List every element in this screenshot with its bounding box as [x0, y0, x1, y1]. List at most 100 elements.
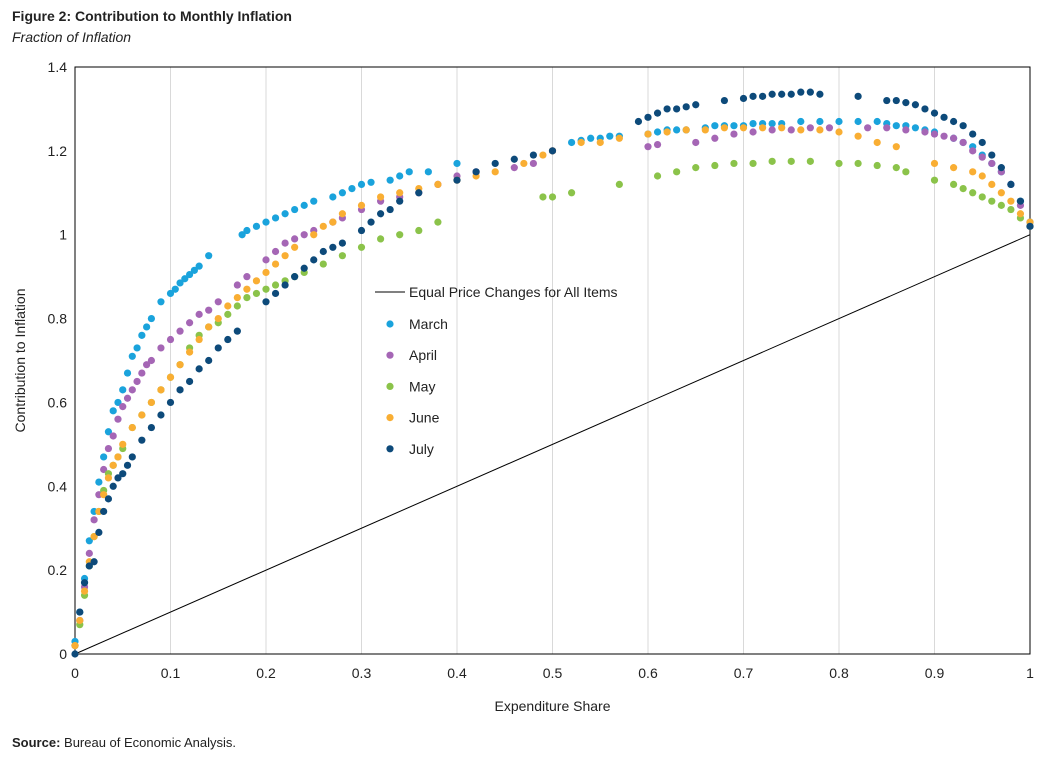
- y-tick-label: 0.6: [48, 394, 68, 410]
- data-point: [181, 275, 189, 283]
- data-point: [568, 138, 576, 147]
- x-tick-label: 0.5: [543, 665, 563, 681]
- legend-label-may: May: [409, 378, 435, 394]
- data-point: [883, 124, 891, 132]
- data-point: [357, 243, 366, 251]
- data-point: [119, 386, 127, 394]
- data-point: [787, 157, 795, 165]
- y-tick-label: 1.4: [48, 59, 68, 75]
- data-point: [959, 122, 967, 130]
- data-point: [114, 398, 122, 407]
- data-point: [825, 124, 834, 132]
- data-point: [147, 423, 155, 432]
- data-point: [233, 281, 241, 289]
- data-point: [930, 176, 939, 184]
- data-point: [787, 126, 795, 134]
- data-point: [243, 294, 251, 302]
- data-point: [930, 159, 939, 168]
- data-point: [71, 650, 79, 658]
- data-point: [157, 344, 165, 352]
- data-point: [730, 130, 738, 138]
- data-point: [224, 310, 232, 318]
- data-point: [348, 184, 356, 193]
- data-point: [138, 331, 146, 339]
- data-point: [128, 423, 136, 432]
- data-point: [739, 124, 748, 132]
- data-point: [357, 226, 366, 235]
- data-point: [128, 352, 136, 360]
- data-point: [768, 126, 776, 134]
- data-point: [281, 252, 289, 260]
- data-point: [405, 168, 413, 176]
- data-point: [252, 289, 261, 298]
- data-point: [692, 164, 700, 172]
- data-point: [988, 159, 996, 168]
- data-point: [176, 361, 184, 369]
- data-point: [166, 398, 175, 407]
- data-point: [166, 289, 175, 298]
- data-point: [883, 96, 891, 105]
- data-point: [133, 344, 141, 352]
- data-point: [114, 415, 122, 423]
- data-point: [190, 266, 198, 274]
- data-point: [854, 132, 862, 140]
- x-tick-label: 0.6: [638, 665, 658, 681]
- data-point: [911, 101, 920, 109]
- data-point: [114, 474, 122, 482]
- data-point: [673, 126, 681, 134]
- data-point: [329, 243, 337, 251]
- data-point: [568, 189, 576, 197]
- data-point: [510, 155, 518, 163]
- data-point: [797, 126, 805, 134]
- data-point: [577, 138, 585, 147]
- data-point: [271, 260, 280, 268]
- data-point: [386, 205, 394, 214]
- data-point: [930, 109, 939, 117]
- data-point: [548, 193, 557, 201]
- legend: Equal Price Changes for All Items March A…: [375, 284, 618, 457]
- data-point: [682, 126, 690, 134]
- data-point: [85, 537, 93, 545]
- data-point: [367, 218, 375, 226]
- plot-frame: [74, 66, 1031, 655]
- data-point: [252, 222, 261, 230]
- data-point: [797, 88, 805, 96]
- data-point: [176, 386, 184, 394]
- data-point: [271, 247, 280, 256]
- data-point: [90, 558, 98, 566]
- data-point: [224, 302, 232, 310]
- legend-label-april: April: [409, 347, 437, 363]
- data-point: [147, 314, 155, 323]
- data-point: [864, 124, 872, 132]
- data-point: [262, 285, 270, 293]
- data-point: [644, 130, 652, 138]
- data-point: [205, 252, 213, 260]
- data-point: [940, 113, 948, 121]
- legend-label-july: July: [409, 441, 434, 457]
- data-point: [357, 201, 366, 209]
- data-point: [768, 157, 776, 165]
- data-point: [930, 130, 939, 138]
- data-point: [396, 231, 404, 239]
- data-point: [281, 210, 289, 218]
- data-point: [778, 124, 786, 132]
- data-point: [319, 247, 327, 256]
- source-label: Source:: [12, 735, 61, 750]
- data-point: [902, 126, 910, 134]
- data-point: [243, 273, 251, 281]
- data-point: [252, 277, 261, 285]
- data-point: [90, 516, 98, 524]
- data-point: [749, 159, 757, 168]
- data-point: [109, 432, 117, 440]
- data-point: [205, 323, 213, 331]
- data-point: [1016, 210, 1025, 218]
- data-point: [291, 235, 299, 243]
- data-point: [969, 189, 977, 197]
- data-point: [357, 180, 366, 188]
- legend-marker-july: [386, 445, 394, 453]
- data-point: [940, 132, 948, 140]
- data-point: [157, 386, 165, 394]
- data-point: [692, 138, 700, 147]
- points-layer: [71, 88, 1034, 658]
- data-point: [711, 122, 719, 130]
